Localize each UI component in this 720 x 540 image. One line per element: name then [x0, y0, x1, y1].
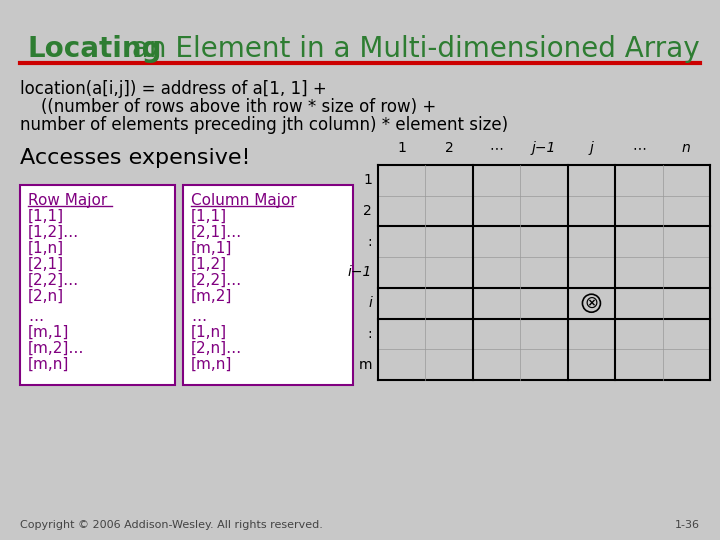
- Text: [1,2]…: [1,2]…: [28, 225, 79, 240]
- Text: 1-36: 1-36: [675, 520, 700, 530]
- Text: ⋯: ⋯: [490, 141, 503, 155]
- Text: [2,n]…: [2,n]…: [191, 341, 242, 356]
- Text: [1,n]: [1,n]: [191, 325, 227, 340]
- Text: [m,1]: [m,1]: [191, 241, 233, 256]
- Text: ⋯: ⋯: [632, 141, 646, 155]
- Text: [m,2]: [m,2]: [191, 289, 233, 304]
- Text: [1,1]: [1,1]: [191, 209, 227, 224]
- Text: …: …: [28, 309, 43, 324]
- Text: …: …: [191, 309, 206, 324]
- Text: n: n: [682, 141, 690, 155]
- Text: Copyright © 2006 Addison-Wesley. All rights reserved.: Copyright © 2006 Addison-Wesley. All rig…: [20, 520, 323, 530]
- Text: ((number of rows above ith row * size of row) +: ((number of rows above ith row * size of…: [20, 98, 436, 116]
- Text: :: :: [367, 235, 372, 249]
- Text: ⊗: ⊗: [585, 294, 598, 312]
- Text: j: j: [590, 141, 593, 155]
- Text: j−1: j−1: [532, 141, 556, 155]
- Bar: [20, 185, 175, 385]
- Text: [2,2]…: [2,2]…: [191, 273, 242, 288]
- Text: [1,2]: [1,2]: [191, 257, 227, 272]
- Text: number of elements preceding jth column) * element size): number of elements preceding jth column)…: [20, 116, 508, 134]
- Text: [2,1]…: [2,1]…: [191, 225, 242, 240]
- Text: location(a[i,j]) = address of a[1, 1] +: location(a[i,j]) = address of a[1, 1] +: [20, 80, 327, 98]
- Text: [m,n]: [m,n]: [28, 357, 69, 372]
- Text: an Element in a Multi-dimensioned Array: an Element in a Multi-dimensioned Array: [123, 35, 700, 63]
- Text: Locating: Locating: [28, 35, 163, 63]
- Bar: [183, 185, 353, 385]
- Text: [m,n]: [m,n]: [191, 357, 233, 372]
- Text: [2,n]: [2,n]: [28, 289, 64, 304]
- Text: [m,1]: [m,1]: [28, 325, 69, 340]
- Text: :: :: [367, 327, 372, 341]
- Text: [m,2]…: [m,2]…: [28, 341, 84, 356]
- Text: [1,n]: [1,n]: [28, 241, 64, 256]
- Text: m: m: [359, 357, 372, 372]
- Text: Column Major: Column Major: [191, 193, 297, 208]
- Text: 2: 2: [364, 204, 372, 218]
- Text: i−1: i−1: [348, 266, 372, 280]
- Text: 1: 1: [397, 141, 406, 155]
- Text: [2,1]: [2,1]: [28, 257, 64, 272]
- Text: i: i: [368, 296, 372, 310]
- Text: [1,1]: [1,1]: [28, 209, 64, 224]
- Text: Accesses expensive!: Accesses expensive!: [20, 148, 251, 168]
- Text: [2,2]…: [2,2]…: [28, 273, 79, 288]
- Text: 2: 2: [445, 141, 454, 155]
- Text: Row Major: Row Major: [28, 193, 107, 208]
- Text: 1: 1: [363, 173, 372, 187]
